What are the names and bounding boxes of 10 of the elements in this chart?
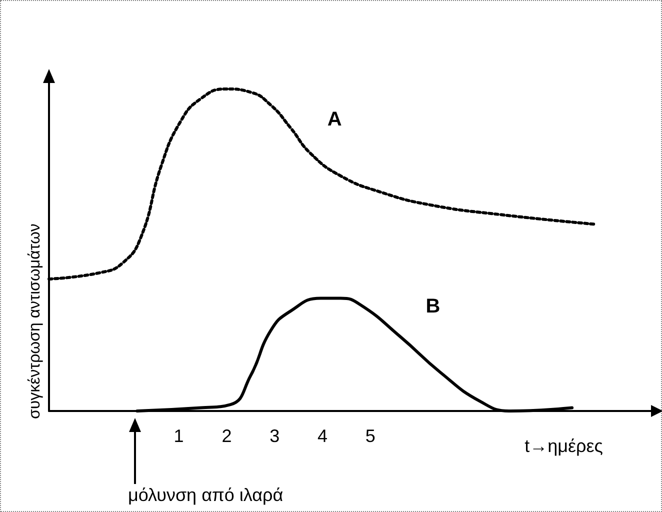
x-tick-label: 5 — [365, 426, 376, 446]
x-tick-label: 2 — [222, 426, 232, 446]
series-label: B — [426, 295, 440, 318]
x-tick-label: 1 — [174, 426, 184, 446]
series-label: A — [327, 108, 342, 131]
x-tick-label: 3 — [270, 426, 280, 446]
x-axis-title: t→ημέρες — [524, 436, 604, 456]
y-axis-title: συγκέντρωση αντισωμάτων — [26, 224, 44, 419]
text: μόλυνση από ιλαρά — [128, 485, 284, 506]
x-tick-label: 4 — [317, 426, 328, 446]
